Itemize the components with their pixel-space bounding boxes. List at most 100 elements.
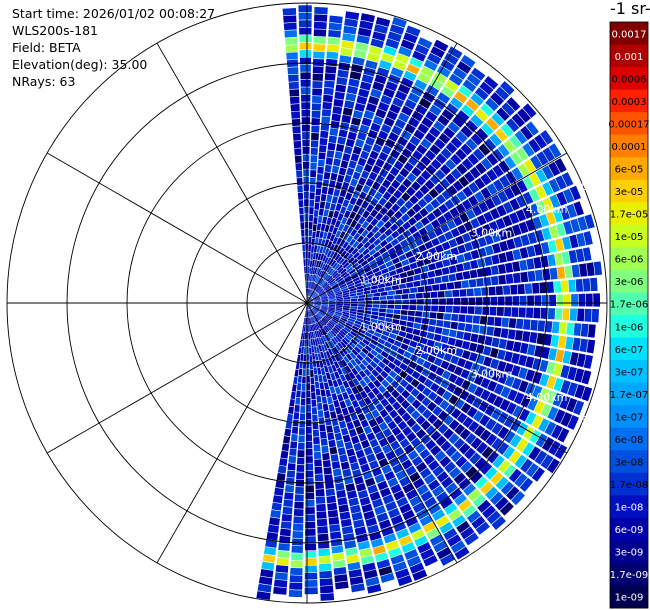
- sector-cell: [360, 555, 374, 565]
- sector-cell: [310, 324, 313, 332]
- sector-cell: [318, 152, 326, 160]
- sector-cell: [325, 488, 336, 497]
- sector-cell: [341, 347, 348, 355]
- sector-cell: [573, 323, 582, 337]
- sector-cell: [511, 307, 519, 318]
- sector-cell: [361, 347, 369, 355]
- sector-cell: [401, 304, 409, 310]
- sector-cell: [303, 354, 307, 362]
- sector-cell: [564, 265, 573, 279]
- sector-cell: [377, 338, 386, 345]
- sector-cell: [571, 294, 579, 307]
- sector-cell: [505, 486, 520, 501]
- sector-cell: [340, 160, 349, 169]
- sector-cell: [312, 294, 319, 299]
- sector-cell: [280, 450, 289, 459]
- sector-cell: [377, 361, 386, 369]
- sector-cell: [436, 319, 444, 327]
- sector-cell: [491, 337, 500, 348]
- sector-cell: [368, 259, 377, 266]
- sector-cell: [434, 169, 446, 180]
- sector-cell: [319, 309, 327, 314]
- sector-cell: [583, 354, 593, 369]
- sector-cell: [427, 354, 436, 364]
- sector-cell: [327, 277, 334, 284]
- sector-cell: [393, 314, 401, 320]
- sector-cell: [381, 464, 392, 475]
- sector-cell: [418, 97, 432, 109]
- sector-cell: [335, 306, 343, 310]
- sector-cell: [364, 194, 373, 203]
- sector-cell: [385, 235, 394, 243]
- sector-cell: [362, 470, 373, 480]
- sector-cell: [436, 194, 446, 205]
- sector-cell: [292, 523, 304, 531]
- sector-cell: [281, 443, 290, 452]
- colorbar-label: 1e-08: [615, 503, 644, 514]
- sector-cell: [303, 191, 309, 199]
- sector-cell: [585, 293, 593, 307]
- sector-cell: [279, 458, 288, 467]
- sector-cell: [350, 271, 358, 277]
- sector-cell: [502, 201, 514, 214]
- sector-cell: [432, 418, 444, 430]
- sector-cell: [523, 159, 536, 173]
- azimuth-spoke: [306, 42, 458, 304]
- sector-cell: [533, 400, 545, 415]
- sector-cell: [406, 431, 417, 442]
- sector-cell: [311, 291, 316, 298]
- sector-cell: [475, 226, 485, 238]
- sector-cell: [346, 235, 354, 243]
- sector-cell: [383, 533, 397, 544]
- colorbar-label: 1.7e-06: [610, 300, 648, 311]
- sector-cell: [402, 245, 411, 253]
- sector-cell: [318, 374, 323, 383]
- sector-cell: [473, 386, 484, 398]
- sector-cell: [307, 273, 310, 281]
- sector-cell: [526, 245, 536, 258]
- sector-cell: [320, 585, 334, 594]
- sector-cell: [368, 236, 377, 244]
- sector-cell: [534, 295, 542, 306]
- sector-cell: [311, 345, 315, 353]
- sector-cell: [392, 318, 400, 325]
- sector-cell: [450, 540, 466, 554]
- sector-cell: [372, 143, 383, 154]
- sector-cell: [282, 435, 291, 444]
- sector-cell: [328, 224, 335, 233]
- sector-cell: [391, 284, 400, 291]
- sector-cell: [326, 275, 333, 282]
- sector-cell: [462, 270, 471, 280]
- sector-cell: [321, 305, 328, 308]
- sector-cell: [539, 214, 550, 227]
- sector-cell: [358, 177, 367, 186]
- sector-cell: [480, 481, 494, 495]
- sector-cell: [339, 400, 347, 409]
- sector-cell: [410, 388, 420, 398]
- sector-cell: [335, 305, 343, 308]
- sector-cell: [321, 304, 329, 306]
- sector-cell: [448, 273, 457, 282]
- sector-cell: [491, 231, 501, 243]
- sector-cell: [350, 298, 358, 302]
- sector-cell: [427, 391, 438, 402]
- sector-cell: [355, 449, 365, 459]
- sector-cell: [313, 323, 318, 331]
- sector-cell: [522, 143, 535, 157]
- sector-cell: [345, 322, 353, 328]
- sector-cell: [357, 131, 367, 141]
- sector-cell: [326, 396, 333, 405]
- sector-cell: [329, 234, 336, 242]
- sector-cell: [314, 298, 321, 302]
- sector-cell: [503, 430, 516, 444]
- sector-cell: [440, 343, 450, 353]
- sector-cell: [419, 467, 432, 479]
- sector-cell: [460, 143, 473, 156]
- sector-cell: [429, 534, 444, 547]
- sector-cell: [448, 265, 457, 274]
- sector-cell: [320, 438, 328, 446]
- sector-cell: [313, 298, 321, 301]
- sector-cell: [525, 307, 534, 318]
- sector-cell: [437, 234, 447, 244]
- sector-cell: [325, 58, 338, 67]
